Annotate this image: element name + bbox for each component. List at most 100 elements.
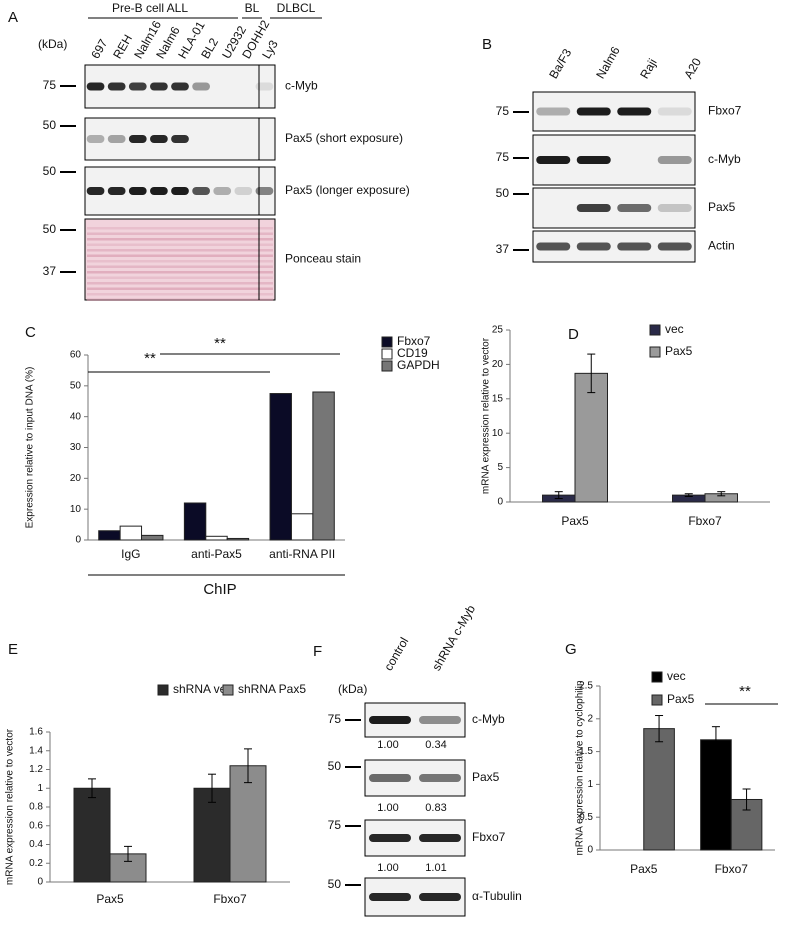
blot-label: Pax5 [708, 200, 736, 214]
x-tick-label: anti-Pax5 [191, 547, 242, 561]
panel-label: E [8, 641, 18, 658]
legend-label: Fbxo7 [397, 334, 431, 348]
band [617, 242, 652, 251]
kda-unit: (kDa) [38, 37, 67, 51]
ponceau-band [87, 298, 273, 301]
band [419, 774, 461, 782]
y-tick-label: 30 [70, 442, 82, 453]
band [171, 187, 189, 195]
band [150, 135, 168, 143]
ponceau-band [87, 227, 273, 230]
legend-label: CD19 [397, 346, 428, 360]
band [86, 82, 105, 91]
band [617, 107, 652, 116]
y-axis-label: mRNA expression relative to vector [5, 728, 16, 885]
y-tick-label: 1 [587, 779, 593, 790]
panel-label: D [568, 326, 579, 343]
blot-label: c-Myb [708, 152, 741, 166]
ponceau-band [87, 293, 273, 296]
band [128, 82, 147, 91]
band [419, 834, 461, 842]
significance: ** [739, 683, 751, 700]
size-marker: 37 [496, 242, 510, 256]
lane-label: BL2 [198, 35, 221, 61]
band [86, 135, 105, 143]
ponceau-band [87, 243, 273, 246]
size-marker: 50 [496, 186, 510, 200]
blot-label: α-Tubulin [472, 889, 522, 903]
band [576, 204, 611, 212]
y-tick-label: 2.5 [579, 681, 593, 692]
x-axis-label: ChIP [203, 581, 236, 598]
lane-label: REH [110, 32, 135, 61]
y-tick-label: 25 [492, 325, 504, 336]
bar [312, 391, 335, 541]
band [369, 834, 411, 842]
bar [643, 728, 675, 851]
y-tick-label: 0.5 [579, 812, 593, 823]
group-label: Pre-B cell ALL [112, 1, 188, 15]
y-tick-label: 0 [37, 877, 43, 888]
error-bar [88, 778, 96, 799]
y-tick-label: 20 [70, 473, 82, 484]
y-tick-label: 50 [70, 380, 82, 391]
significance: ** [214, 335, 226, 352]
band [255, 82, 274, 91]
bar [205, 535, 228, 541]
legend-swatch [649, 324, 661, 336]
panel-label: C [25, 324, 36, 341]
significance: ** [144, 350, 156, 367]
y-tick-label: 0.4 [29, 839, 43, 850]
legend-swatch [157, 684, 169, 696]
y-tick-label: 15 [492, 393, 504, 404]
error-bar [684, 493, 693, 497]
x-tick-label: anti-RNA PII [269, 547, 335, 561]
blot-box [532, 187, 696, 229]
bar [183, 502, 207, 541]
blot-label: Fbxo7 [472, 830, 506, 844]
band [192, 82, 210, 91]
x-tick-label: Fbxo7 [715, 862, 749, 876]
error-bar [244, 748, 252, 784]
size-marker: 75 [328, 818, 342, 832]
band [107, 187, 126, 195]
legend-label: shRNA vec [173, 682, 232, 696]
y-tick-label: 0 [75, 535, 81, 546]
y-tick-label: 40 [70, 411, 82, 422]
legend-swatch [222, 684, 234, 696]
size-marker: 75 [328, 712, 342, 726]
legend-swatch [381, 336, 393, 348]
lane-label: Raji [637, 56, 659, 81]
blot-label: Fbxo7 [708, 104, 742, 118]
band [657, 204, 692, 212]
y-axis-label: mRNA expression relative to vector [481, 337, 492, 494]
quantification: 1.00 [377, 802, 398, 814]
bar [269, 393, 292, 541]
band [617, 204, 652, 212]
ponceau-band [87, 232, 273, 235]
y-tick-label: 10 [492, 428, 504, 439]
legend-label: shRNA Pax5 [238, 682, 306, 696]
x-tick-label: Fbxo7 [213, 892, 247, 906]
y-tick-label: 0.8 [29, 802, 43, 813]
blot-label: c-Myb [285, 79, 318, 93]
ponceau-band [87, 287, 273, 290]
quantification: 1.01 [425, 862, 446, 874]
legend-swatch [381, 360, 393, 372]
y-tick-label: 60 [70, 350, 82, 361]
band [255, 187, 274, 195]
size-marker: 50 [328, 759, 342, 773]
band [128, 187, 147, 195]
band [369, 716, 411, 724]
band [576, 156, 611, 164]
lane-label: Ba/F3 [546, 46, 574, 81]
ponceau-band [87, 271, 273, 274]
bar [73, 787, 111, 883]
quantification: 0.83 [425, 802, 446, 814]
bar [574, 372, 608, 503]
band [192, 187, 210, 195]
bar [229, 765, 267, 883]
ponceau-band [87, 238, 273, 241]
